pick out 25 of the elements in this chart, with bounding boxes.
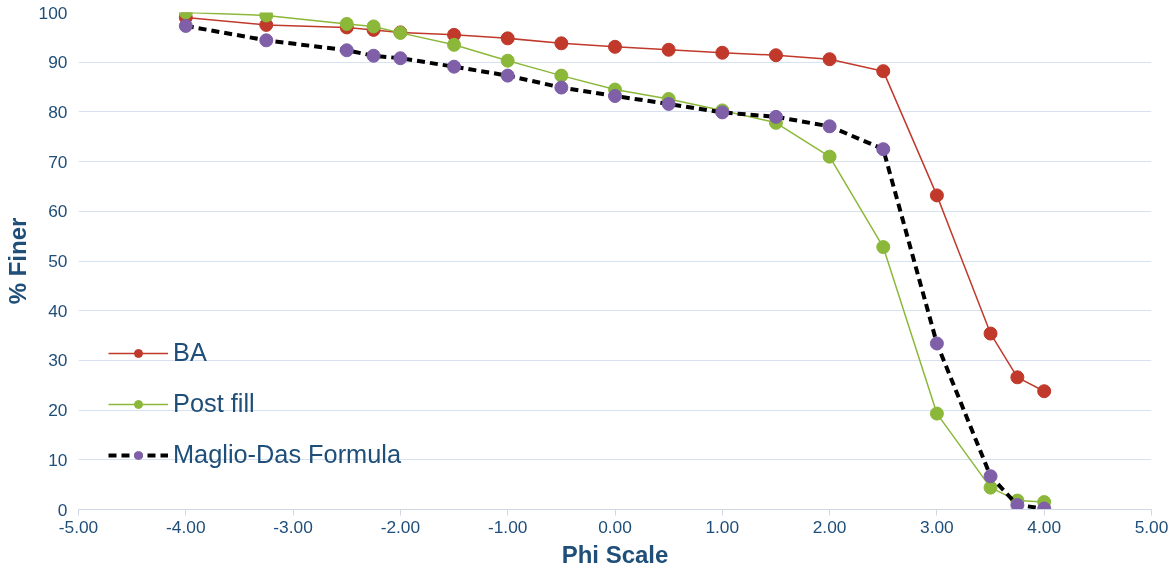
legend-label: Post fill [173,389,255,418]
x-tick-label: -1.00 [487,516,528,537]
y-tick-label: 60 [48,201,68,222]
y-tick-label: 40 [48,300,68,321]
x-tick-label: 4.00 [1027,516,1062,537]
y-tick-label: 90 [48,52,68,73]
y-tick-label: 80 [48,101,68,122]
y-axis-title: % Finer [3,217,31,305]
x-axis-title: Phi Scale [561,540,669,568]
x-tick-label: 5.00 [1134,516,1169,537]
y-tick-label: 50 [48,251,68,271]
y-tick-label: 100 [38,2,68,23]
x-tick-label: 0.00 [598,516,632,537]
legend-label: Maglio-Das Formula [173,440,402,469]
y-tick-label: 30 [48,350,68,371]
x-tick-label: 1.00 [705,516,740,537]
x-tick-label: -3.00 [273,516,313,537]
x-tick-label: -2.00 [380,516,421,537]
legend-label: BA [173,338,207,367]
y-tick-label: 20 [48,400,68,421]
y-tick-label: 70 [48,151,68,172]
x-tick-label: -4.00 [166,516,206,537]
x-tick-label: 3.00 [920,516,954,537]
x-tick-label: 2.00 [812,516,847,537]
y-tick-label: 10 [48,449,68,470]
